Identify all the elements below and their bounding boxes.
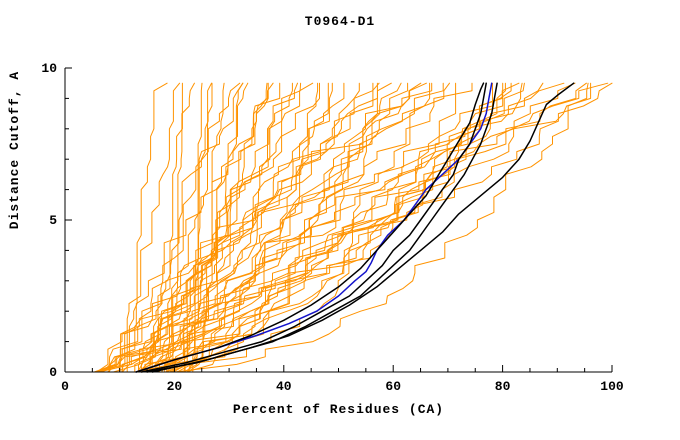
orange-curve [95, 82, 213, 373]
orange-curve [157, 82, 493, 373]
x-tick-label: 40 [276, 379, 292, 394]
orange-curve [187, 82, 444, 373]
orange-curve [134, 82, 298, 373]
orange-curve [96, 82, 422, 373]
orange-curve [101, 82, 392, 373]
x-axis-label: Percent of Residues (CA) [232, 402, 445, 417]
x-tick-label: 100 [600, 379, 624, 394]
y-tick-label: 10 [41, 61, 57, 76]
orange-curve [149, 82, 320, 373]
x-tick-label: 60 [385, 379, 401, 394]
orange-curve [154, 82, 473, 373]
orange-curve [121, 82, 168, 373]
orange-curve [119, 82, 329, 373]
orange-curve [137, 82, 433, 373]
blue-model [135, 82, 493, 373]
orange-curve [165, 82, 360, 373]
orange-curve [118, 82, 241, 373]
orange-curve [108, 82, 504, 373]
orange-curve [183, 82, 592, 373]
orange-curve [137, 82, 609, 373]
orange-curve [170, 82, 380, 373]
orange-curve [102, 82, 450, 373]
orange-curve [126, 82, 181, 373]
y-tick-label: 0 [49, 365, 57, 380]
orange-curve [185, 82, 512, 373]
y-tick-label: 5 [49, 213, 57, 228]
chart-title: T0964-D1 [304, 14, 376, 29]
black-model-3 [135, 82, 485, 373]
orange-curve [159, 82, 195, 373]
x-tick-label: 20 [167, 379, 183, 394]
orange-curve [138, 82, 427, 373]
black-model-1 [140, 82, 487, 373]
orange-curve [174, 82, 589, 373]
orange-curve [183, 82, 525, 373]
orange-curve [151, 82, 183, 373]
x-tick-label: 0 [61, 379, 69, 394]
orange-curve [156, 82, 302, 373]
orange-curve [146, 82, 613, 373]
black-model-4 [151, 82, 575, 373]
orange-curve [172, 82, 269, 373]
orange-curve [108, 82, 374, 373]
orange-curve [98, 82, 587, 373]
x-tick-label: 80 [495, 379, 511, 394]
